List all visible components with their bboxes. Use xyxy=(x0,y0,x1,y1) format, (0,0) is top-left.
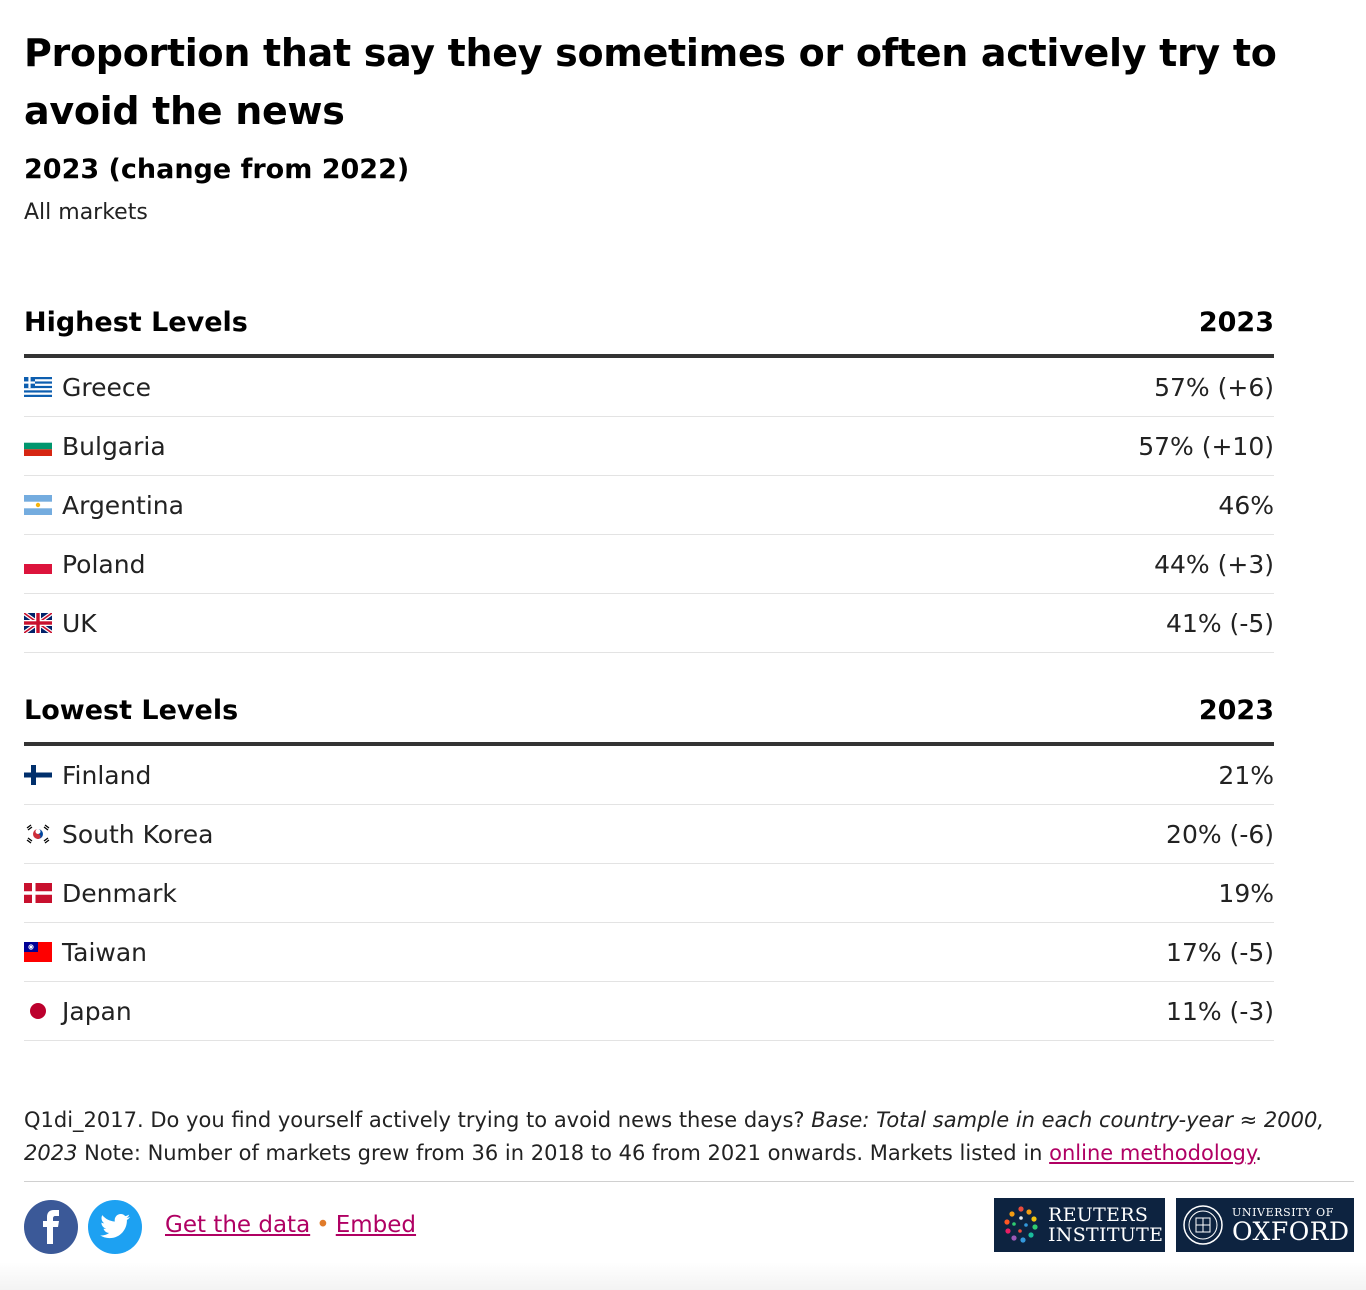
south-korea-flag-icon xyxy=(24,824,52,844)
footer: Get the data • Embed REUTERS INSTITUTE xyxy=(24,1198,1354,1258)
value-cell: 21% xyxy=(1218,760,1274,790)
denmark-flag-icon xyxy=(24,883,52,903)
country-cell: UK xyxy=(24,609,97,638)
value-cell: 57% (+10) xyxy=(1138,431,1274,461)
country-name: Argentina xyxy=(62,490,184,520)
value-cell: 17% (-5) xyxy=(1166,937,1274,967)
markets-label: All markets xyxy=(24,200,148,225)
oxford-logo-text: UNIVERSITY OF OXFORD xyxy=(1232,1206,1350,1245)
table-row: Argentina 46% xyxy=(24,476,1274,535)
poland-flag-icon xyxy=(24,554,52,574)
country-name: South Korea xyxy=(62,819,214,849)
get-data-link[interactable]: Get the data xyxy=(165,1212,311,1238)
table-row: Poland 44% (+3) xyxy=(24,535,1274,594)
table-row: Bulgaria 57% (+10) xyxy=(24,417,1274,476)
country-name: Poland xyxy=(62,549,146,579)
twitter-icon xyxy=(100,1214,130,1239)
value-cell: 11% (-3) xyxy=(1166,996,1274,1026)
country-name: Taiwan xyxy=(62,937,148,967)
online-methodology-link[interactable]: online methodology xyxy=(1049,1141,1256,1165)
section-header: Lowest Levels 2023 xyxy=(24,686,1274,746)
question-text: Do you find yourself actively trying to … xyxy=(143,1108,812,1132)
reuters-logo-text: REUTERS INSTITUTE xyxy=(1048,1205,1163,1245)
reuters-dots-icon xyxy=(1004,1206,1038,1243)
value-cell: 41% (-5) xyxy=(1166,608,1274,638)
greece-flag-icon xyxy=(24,377,52,397)
reuters-line2: INSTITUTE xyxy=(1048,1224,1164,1246)
facebook-icon xyxy=(43,1210,59,1244)
country-name: Greece xyxy=(62,372,151,402)
taiwan-flag-icon xyxy=(24,942,52,962)
country-name: Japan xyxy=(62,996,132,1026)
country-cell: Denmark xyxy=(24,879,177,908)
table-row: South Korea 20% (-6) xyxy=(24,805,1274,864)
column-heading: 2023 xyxy=(1198,307,1274,338)
value-cell: 57% (+6) xyxy=(1154,372,1274,402)
note-text: Note: Number of markets grew from 36 in … xyxy=(77,1141,1050,1165)
value-cell: 20% (-6) xyxy=(1166,819,1274,849)
section-heading: Lowest Levels xyxy=(24,695,239,726)
page-title: Proportion that say they sometimes or of… xyxy=(24,31,1277,133)
facebook-share-button[interactable] xyxy=(24,1200,78,1254)
uk-flag-icon xyxy=(24,613,52,633)
table-row: Taiwan 17% (-5) xyxy=(24,923,1274,982)
country-name: Finland xyxy=(62,760,152,790)
table-row: Greece 57% (+6) xyxy=(24,358,1274,417)
country-cell: Poland xyxy=(24,550,145,579)
reuters-institute-logo[interactable]: REUTERS INSTITUTE xyxy=(994,1198,1165,1252)
country-cell: Greece xyxy=(24,373,151,402)
oxford-line1: UNIVERSITY OF xyxy=(1232,1205,1334,1219)
country-cell: Japan xyxy=(24,997,132,1026)
section-header: Highest Levels 2023 xyxy=(24,298,1274,358)
column-heading: 2023 xyxy=(1198,695,1274,726)
highest-levels-table: Highest Levels 2023 Greece 57% (+6) Bulgaria… xyxy=(24,298,1274,653)
finland-flag-icon xyxy=(24,765,52,785)
embed-link[interactable]: Embed xyxy=(335,1212,417,1238)
footer-divider xyxy=(24,1181,1354,1182)
oxford-line2: OXFORD xyxy=(1232,1216,1350,1246)
country-cell: Finland xyxy=(24,761,151,790)
oxford-crest-icon xyxy=(1183,1205,1223,1245)
chart-subtitle: 2023 (change from 2022) xyxy=(24,154,410,185)
bottom-shade xyxy=(0,1262,1366,1290)
twitter-share-button[interactable] xyxy=(88,1200,142,1254)
link-separator: • xyxy=(316,1212,330,1238)
note-end: . xyxy=(1255,1141,1262,1165)
section-heading: Highest Levels xyxy=(24,307,248,338)
base-text: Base: Total sample in each country-year … xyxy=(24,1108,1325,1165)
country-name: Denmark xyxy=(62,878,177,908)
lowest-levels-table: Lowest Levels 2023 Finland 21% South Korea 20… xyxy=(24,686,1274,1041)
value-cell: 44% (+3) xyxy=(1154,549,1274,579)
table-row: Denmark 19% xyxy=(24,864,1274,923)
reuters-line1: REUTERS xyxy=(1048,1204,1149,1226)
country-cell: Argentina xyxy=(24,491,184,520)
table-row: UK 41% (-5) xyxy=(24,594,1274,653)
country-cell: Bulgaria xyxy=(24,432,166,461)
value-cell: 46% xyxy=(1218,490,1274,520)
country-cell: Taiwan xyxy=(24,938,147,967)
country-name: UK xyxy=(62,608,97,638)
question-code: Q1di_2017. xyxy=(24,1108,144,1132)
country-cell: South Korea xyxy=(24,820,213,849)
value-cell: 19% xyxy=(1218,878,1274,908)
japan-flag-icon xyxy=(24,1001,52,1021)
university-of-oxford-logo[interactable]: UNIVERSITY OF OXFORD xyxy=(1176,1198,1354,1252)
table-row: Japan 11% (-3) xyxy=(24,982,1274,1041)
argentina-flag-icon xyxy=(24,495,52,515)
footnote: Q1di_2017. Do you find yourself actively… xyxy=(24,1104,1334,1170)
country-name: Bulgaria xyxy=(62,431,166,461)
bulgaria-flag-icon xyxy=(24,436,52,456)
table-row: Finland 21% xyxy=(24,746,1274,805)
footer-links: Get the data • Embed xyxy=(165,1212,416,1238)
